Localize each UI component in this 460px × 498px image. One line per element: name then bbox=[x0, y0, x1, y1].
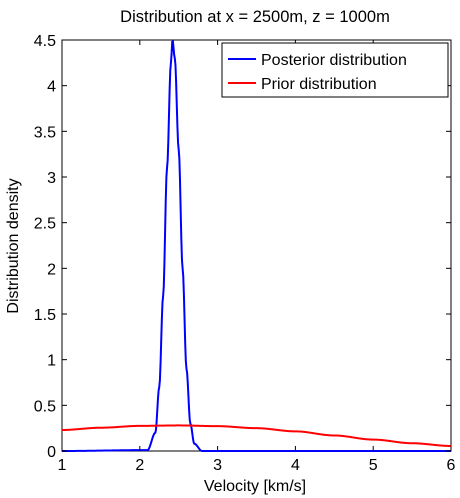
plot-frame bbox=[61, 39, 452, 452]
x-tick-label: 5 bbox=[369, 457, 378, 474]
y-tick-label: 4 bbox=[47, 79, 56, 96]
x-tick-label: 6 bbox=[447, 457, 456, 474]
x-axis: 1 2 3 4 5 6 bbox=[58, 40, 456, 474]
legend-box bbox=[221, 42, 449, 98]
y-axis-label: Distribution density bbox=[5, 178, 22, 313]
y-tick-label: 0 bbox=[47, 444, 56, 461]
x-tick-label: 3 bbox=[213, 457, 222, 474]
y-tick-label: 4.5 bbox=[34, 33, 56, 50]
y-tick-label: 1.5 bbox=[34, 307, 56, 324]
legend-label: Posterior distribution bbox=[261, 52, 407, 69]
chart-title: Distribution at x = 2500m, z = 1000m bbox=[120, 8, 390, 26]
x-tick-label: 2 bbox=[135, 457, 144, 474]
plot-area bbox=[61, 39, 452, 452]
y-tick-label: 3 bbox=[47, 170, 56, 187]
y-tick-label: 1 bbox=[47, 353, 56, 370]
x-tick-label: 1 bbox=[58, 457, 67, 474]
legend-label: Prior distribution bbox=[261, 76, 377, 93]
y-axis: 0 0.5 1 1.5 2 2.5 3 3.5 4 4.5 bbox=[34, 33, 451, 461]
y-tick-label: 3.5 bbox=[34, 124, 56, 141]
y-tick-label: 2 bbox=[47, 261, 56, 278]
x-tick-label: 4 bbox=[291, 457, 300, 474]
y-tick-label: 2.5 bbox=[34, 216, 56, 233]
series-line-prior bbox=[62, 424, 452, 447]
series-line-posterior bbox=[62, 39, 451, 452]
y-tick-label: 0.5 bbox=[34, 398, 56, 415]
legend: Posterior distribution Prior distribution bbox=[221, 42, 449, 98]
x-axis-label: Velocity [km/s] bbox=[204, 478, 306, 495]
